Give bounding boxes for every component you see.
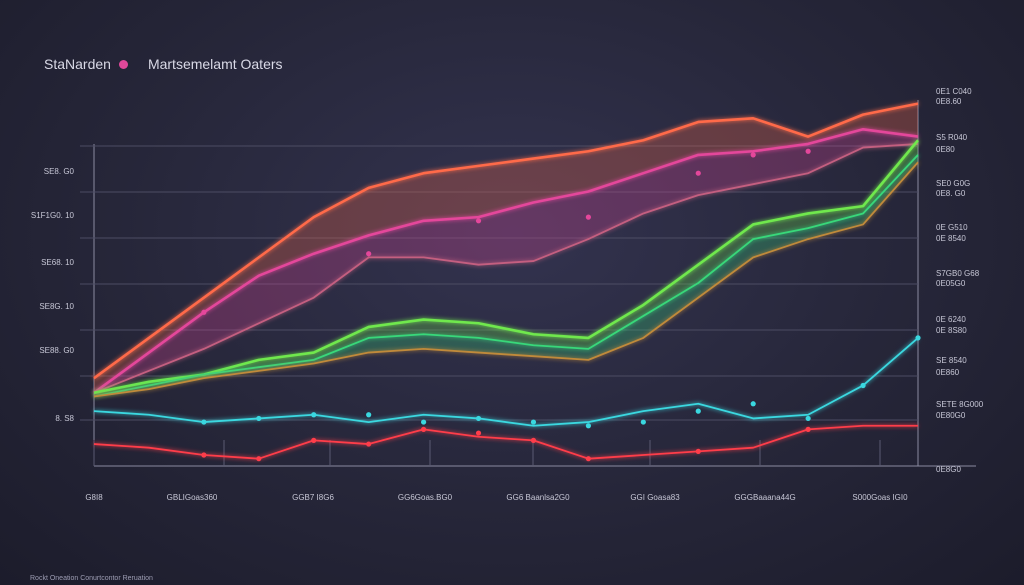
series-band bbox=[94, 103, 918, 393]
data-point bbox=[256, 456, 262, 462]
series-band bbox=[94, 154, 918, 397]
y-tick-label-right: 0E 6240 bbox=[936, 315, 966, 324]
y-tick-label-right: 0E 8540 bbox=[936, 234, 966, 243]
x-tick-label: GGI Goasa83 bbox=[630, 493, 680, 502]
data-point bbox=[805, 426, 811, 432]
data-point bbox=[475, 415, 482, 422]
data-point bbox=[201, 452, 207, 458]
data-point bbox=[750, 152, 756, 158]
data-point bbox=[695, 170, 701, 176]
y-tick-label-left: SE88. G0 bbox=[39, 346, 74, 355]
data-point bbox=[366, 441, 372, 447]
data-point bbox=[475, 430, 482, 436]
x-tick-label: GGB7 I8G6 bbox=[292, 493, 334, 502]
series-line bbox=[93, 161, 919, 398]
data-point bbox=[311, 437, 317, 443]
series-line bbox=[93, 139, 919, 395]
y-tick-label-left: 8. S8 bbox=[55, 414, 74, 423]
data-point bbox=[475, 218, 482, 224]
y-tick-label-left: S1F1G0. 10 bbox=[31, 211, 75, 220]
data-point bbox=[585, 456, 592, 462]
data-point bbox=[421, 426, 427, 432]
series-band bbox=[94, 129, 918, 393]
series-line bbox=[93, 337, 919, 427]
y-tick-label-right: 0E1 C040 bbox=[936, 87, 972, 96]
data-point bbox=[366, 412, 372, 418]
data-point bbox=[805, 415, 811, 422]
legend-label-series-a: StaNarden bbox=[44, 56, 111, 72]
data-point bbox=[530, 419, 537, 425]
data-point bbox=[860, 382, 866, 389]
data-point bbox=[530, 437, 537, 443]
data-point bbox=[585, 423, 592, 429]
y-tick-label-right: SE 8540 bbox=[936, 356, 967, 365]
y-tick-label-right: 0E05G0 bbox=[936, 279, 966, 288]
y-tick-label-right: 0E860 bbox=[936, 368, 960, 377]
data-point bbox=[201, 309, 207, 315]
y-tick-label-right: 0E8.60 bbox=[936, 97, 962, 106]
data-point bbox=[640, 419, 646, 425]
y-tick-label-right: 0E80 bbox=[936, 145, 955, 154]
y-tick-label-right: 0E80G0 bbox=[936, 411, 966, 420]
legend: StaNarden Martsemelamt Oaters bbox=[44, 56, 283, 72]
x-tick-label: S000Goas IGI0 bbox=[852, 493, 908, 502]
data-point bbox=[695, 448, 701, 454]
y-tick-label-right: S5 R040 bbox=[936, 133, 968, 142]
data-point bbox=[805, 148, 811, 154]
y-tick-label-right: SE0 G0G bbox=[936, 179, 970, 188]
legend-label-series-b: Martsemelamt Oaters bbox=[147, 56, 283, 72]
x-tick-label: GGGBaaana44G bbox=[734, 493, 795, 502]
data-point bbox=[750, 401, 756, 407]
y-tick-label-left: SE68. 10 bbox=[41, 258, 74, 267]
footer-note: Rockt Oneation Conurtcontor Reruation bbox=[30, 575, 153, 582]
data-point bbox=[421, 419, 427, 425]
x-tick-label: GG6Goas.BG0 bbox=[398, 493, 453, 502]
series-line bbox=[93, 102, 919, 380]
y-tick-label-left: SE8G. 10 bbox=[39, 302, 74, 311]
data-point bbox=[256, 415, 262, 422]
data-point bbox=[366, 251, 372, 257]
y-tick-label-right: S7GB0 G68 bbox=[936, 269, 980, 278]
data-point bbox=[585, 214, 592, 220]
data-point bbox=[201, 419, 207, 425]
x-tick-label: GG6 Baanlsa2G0 bbox=[506, 493, 570, 502]
legend-dot-icon bbox=[118, 59, 128, 69]
series-line bbox=[93, 154, 919, 398]
y-tick-label-right: SETE 8G000 bbox=[936, 400, 984, 409]
data-point bbox=[695, 408, 701, 414]
series-line bbox=[93, 127, 919, 394]
y-tick-label-left: SE8. G0 bbox=[44, 167, 75, 176]
x-tick-label: GBLIGoas360 bbox=[167, 493, 218, 502]
y-tick-label-right: 0E8. G0 bbox=[936, 189, 966, 198]
series-line bbox=[93, 424, 918, 460]
series-line bbox=[93, 143, 919, 394]
y-tick-label-right: 0E 8S80 bbox=[936, 326, 967, 335]
y-tick-label-right: 0E G510 bbox=[936, 223, 968, 232]
data-point bbox=[311, 412, 317, 418]
y-tick-label-right: 0E8G0 bbox=[936, 465, 961, 474]
data-point bbox=[915, 335, 921, 341]
x-tick-label: G8I8 bbox=[85, 493, 103, 502]
